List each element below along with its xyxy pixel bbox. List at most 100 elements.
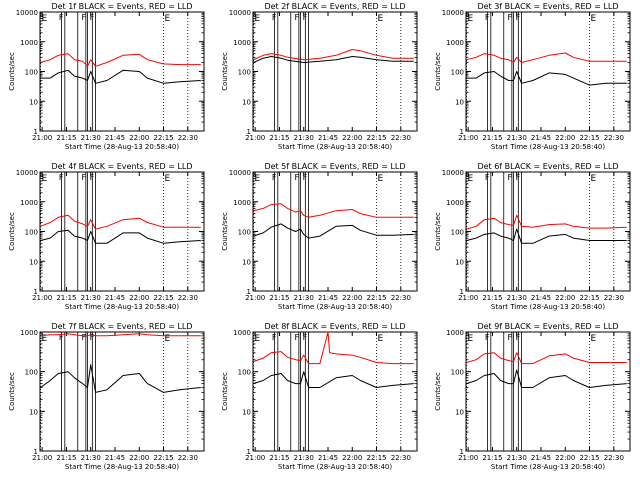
series-lld — [40, 53, 201, 67]
y-tick-label: 100 — [25, 69, 38, 77]
x-tick-label: 22:30 — [604, 454, 624, 462]
x-tick-label: 22:00 — [129, 454, 149, 462]
plot-frame — [39, 331, 205, 452]
series-events — [466, 369, 627, 388]
x-tick-label: 21:30 — [507, 454, 527, 462]
marker-label-e-left: E — [42, 334, 48, 344]
x-tick-label: 22:30 — [604, 134, 624, 142]
x-tick-label: 22:15 — [153, 294, 173, 302]
y-tick-label: 10000 — [16, 9, 38, 17]
y-tick-label: 1000 — [233, 39, 251, 47]
panel-2: Det 2f BLACK = Events, RED = LLD 21:00 21:… — [221, 2, 418, 151]
x-axis-label: Start Time (28-Aug-13 20:58:40) — [491, 463, 605, 471]
y-tick-label: 100 — [451, 369, 464, 377]
y-tick-label: 10 — [242, 408, 251, 416]
series-events — [253, 56, 414, 63]
x-tick-label: 21:30 — [507, 134, 527, 142]
marker-label-e-left: E — [255, 334, 261, 344]
x-tick-label: 21:30 — [294, 454, 314, 462]
x-tick-label: 21:00 — [32, 134, 52, 142]
x-tick-label: 21:30 — [81, 454, 101, 462]
marker-label-f: F — [507, 333, 512, 342]
x-tick-label: 21:30 — [507, 294, 527, 302]
panel-title: Det 4f BLACK = Events, RED = LLD — [51, 162, 192, 171]
marker-label-f: F — [81, 333, 86, 342]
y-tick-label: 1 — [247, 128, 251, 136]
y-axis-label: Counts/sec — [221, 52, 229, 91]
marker-label-e-right: E — [378, 174, 384, 184]
y-tick-label: 1 — [247, 448, 251, 456]
y-tick-label: 1 — [34, 448, 38, 456]
x-tick-label: 21:00 — [32, 294, 52, 302]
y-tick-label: 1 — [34, 288, 38, 296]
series-lld — [253, 49, 414, 61]
y-tick-label: 10 — [29, 98, 38, 106]
y-tick-label: 100 — [238, 369, 251, 377]
marker-label-e-left: E — [468, 174, 474, 184]
marker-label-f: F — [516, 173, 521, 182]
y-tick-label: 1000 — [446, 199, 464, 207]
panel-9: Det 9f BLACK = Events, RED = LLD 21:00 21:… — [434, 322, 631, 471]
marker-label-f: F — [485, 333, 490, 342]
marker-label-f: F — [303, 13, 308, 22]
panel-title: Det 2f BLACK = Events, RED = LLD — [264, 2, 405, 11]
y-tick-label: 1000 — [446, 39, 464, 47]
x-tick-label: 21:45 — [531, 134, 551, 142]
x-axis-label: Start Time (28-Aug-13 20:58:40) — [278, 463, 392, 471]
x-tick-label: 22:00 — [129, 294, 149, 302]
marker-label-e-right: E — [591, 14, 597, 24]
series-events — [466, 228, 627, 244]
x-tick-label: 22:30 — [178, 454, 198, 462]
x-tick-label: 22:00 — [342, 454, 362, 462]
marker-label-e-right: E — [165, 334, 171, 344]
marker-label-e-right: E — [165, 174, 171, 184]
y-tick-label: 10 — [242, 258, 251, 266]
x-tick-label: 22:15 — [579, 294, 599, 302]
y-tick-label: 1000 — [20, 39, 38, 47]
panel-title: Det 3f BLACK = Events, RED = LLD — [477, 2, 618, 11]
x-tick-label: 22:15 — [153, 454, 173, 462]
y-tick-label: 1000 — [20, 329, 38, 337]
x-tick-label: 22:15 — [366, 134, 386, 142]
x-tick-label: 21:00 — [458, 134, 478, 142]
x-tick-label: 22:30 — [178, 294, 198, 302]
marker-label-f: F — [272, 333, 277, 342]
marker-label-f: F — [81, 173, 86, 182]
marker-label-f: F — [507, 13, 512, 22]
panel-3: Det 3f BLACK = Events, RED = LLD 21:00 21:… — [434, 2, 631, 151]
x-tick-label: 21:00 — [32, 454, 52, 462]
x-tick-label: 21:15 — [269, 294, 289, 302]
x-axis-label: Start Time (28-Aug-13 20:58:40) — [491, 143, 605, 151]
y-tick-label: 1 — [247, 288, 251, 296]
x-tick-label: 21:45 — [318, 294, 338, 302]
y-tick-label: 100 — [238, 229, 251, 237]
y-tick-label: 1000 — [20, 199, 38, 207]
marker-label-e-right: E — [591, 334, 597, 344]
x-tick-label: 22:00 — [555, 134, 575, 142]
panel-title: Det 5f BLACK = Events, RED = LLD — [264, 162, 405, 171]
x-tick-label: 21:45 — [105, 454, 125, 462]
x-tick-label: 22:00 — [555, 454, 575, 462]
y-tick-label: 1 — [460, 448, 464, 456]
x-axis-label: Start Time (28-Aug-13 20:58:40) — [491, 303, 605, 311]
marker-label-f: F — [516, 333, 521, 342]
series-events — [253, 371, 414, 388]
marker-label-e-left: E — [468, 14, 474, 24]
marker-label-e-left: E — [468, 334, 474, 344]
marker-label-f: F — [272, 173, 277, 182]
marker-label-f: F — [272, 13, 277, 22]
y-tick-label: 10000 — [442, 169, 464, 177]
y-tick-label: 10 — [242, 98, 251, 106]
y-tick-label: 10000 — [442, 9, 464, 17]
y-tick-label: 100 — [25, 369, 38, 377]
marker-label-f: F — [59, 333, 64, 342]
series-events — [40, 364, 201, 393]
panel-title: Det 7f BLACK = Events, RED = LLD — [51, 322, 192, 331]
y-tick-label: 10 — [455, 98, 464, 106]
y-tick-label: 10 — [29, 258, 38, 266]
series-lld — [466, 352, 627, 365]
marker-label-f: F — [90, 333, 95, 342]
x-tick-label: 22:15 — [579, 134, 599, 142]
panel-6: Det 6f BLACK = Events, RED = LLD 21:00 21:… — [434, 162, 631, 311]
series-lld — [40, 214, 201, 230]
